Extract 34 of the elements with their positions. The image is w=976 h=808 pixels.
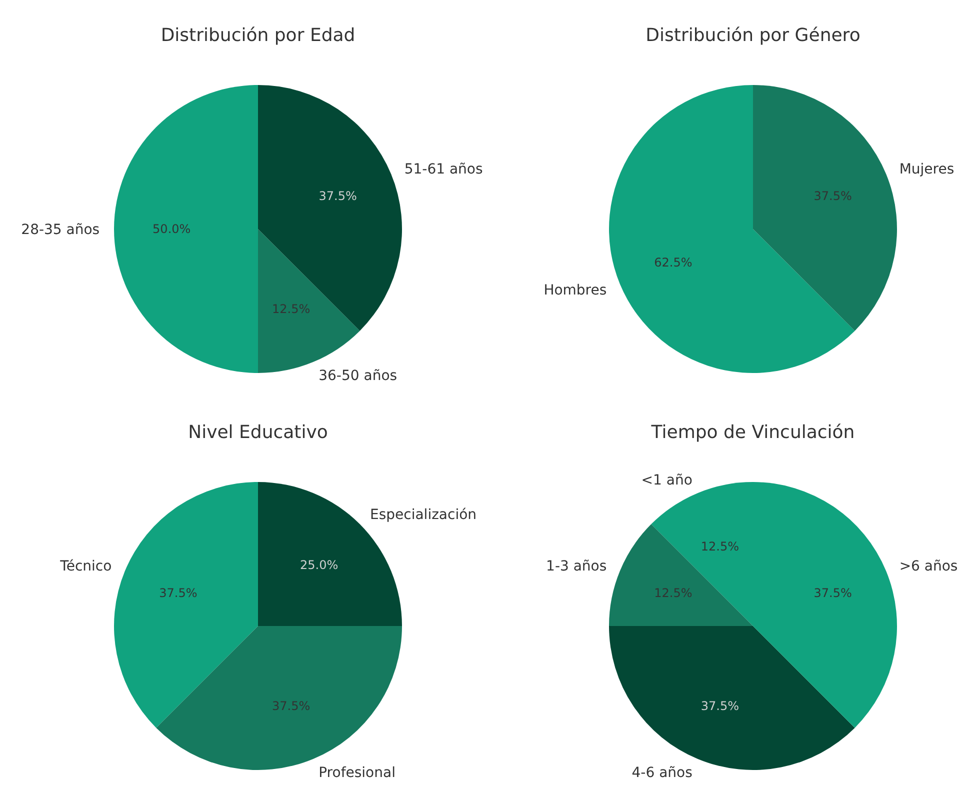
- data-label: 37.5%: [159, 586, 198, 600]
- slice-label: <1 año: [641, 472, 692, 489]
- slice-label: Técnico: [59, 558, 112, 574]
- chart-title: Tiempo de Vinculación: [650, 422, 855, 443]
- slice-label: 4-6 años: [632, 765, 692, 782]
- slice-label: 36-50 años: [318, 368, 398, 384]
- data-label: 37.5%: [814, 586, 852, 600]
- data-label: 37.5%: [814, 189, 852, 204]
- pie-slice: [114, 85, 258, 373]
- pie-slice: [609, 85, 855, 373]
- slice-label: Hombres: [544, 282, 607, 299]
- data-label: 12.5%: [654, 586, 692, 600]
- slice-label: Mujeres: [899, 161, 954, 178]
- data-label: 37.5%: [272, 699, 310, 714]
- data-label: 37.5%: [318, 189, 357, 204]
- pie-slice: [114, 482, 258, 728]
- data-label: 37.5%: [700, 699, 739, 714]
- slice-label: 1-3 años: [546, 558, 607, 574]
- chart-title: Distribución por Edad: [160, 25, 356, 46]
- pie-slice: [609, 524, 753, 626]
- data-label: 12.5%: [272, 302, 310, 316]
- pie-slice: [258, 85, 402, 331]
- chart-title: Distribución por Género: [646, 25, 860, 46]
- slice-label: 51-61 años: [404, 161, 483, 178]
- data-label: 50.0%: [152, 222, 191, 236]
- data-label: 12.5%: [700, 539, 739, 554]
- slice-label: >6 años: [899, 558, 958, 574]
- pie-slice: [753, 85, 897, 331]
- data-label: 25.0%: [300, 558, 338, 572]
- slice-label: Profesional: [318, 765, 396, 782]
- slice-label: Especialización: [370, 506, 477, 523]
- slice-label: 28-35 años: [21, 222, 100, 238]
- chart-title: Nivel Educativo: [188, 422, 328, 443]
- data-label: 62.5%: [654, 255, 692, 270]
